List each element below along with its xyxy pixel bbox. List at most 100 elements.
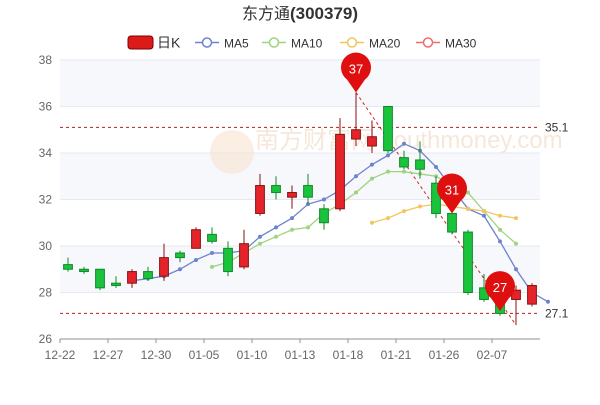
- candle: [351, 92, 361, 147]
- candle: [207, 227, 217, 244]
- series-point-ma20: [402, 209, 406, 214]
- x-tick-label: 01-05: [189, 348, 220, 362]
- candle: [287, 185, 297, 209]
- grid: [60, 59, 540, 340]
- legend-label: MA30: [445, 37, 477, 51]
- series-point-ma10: [402, 169, 406, 174]
- candle: [79, 266, 89, 274]
- candle-body: [463, 231, 473, 294]
- series-point-ma20: [386, 216, 390, 221]
- candle: [271, 176, 281, 200]
- legend-item-ma10[interactable]: MA10: [262, 37, 323, 51]
- candle-body: [383, 106, 393, 152]
- candle: [127, 269, 137, 288]
- grid-band: [60, 246, 540, 293]
- series-point-ma20: [466, 206, 470, 211]
- series-point-ma5: [514, 267, 518, 272]
- y-tick-label: 28: [39, 286, 53, 300]
- candle: [527, 283, 537, 307]
- candle-body: [223, 247, 233, 273]
- x-tick-label: 02-07: [477, 348, 508, 362]
- y-axis: 26 28 30 32 34 36 38: [39, 53, 53, 346]
- candle: [383, 106, 393, 153]
- candle-body: [191, 229, 201, 249]
- price-marker-label: 31: [445, 182, 459, 197]
- legend-item-日k[interactable]: 日K: [127, 35, 181, 51]
- watermark: 南方财富网 southmoney.com: [210, 127, 563, 174]
- legend-item-ma20[interactable]: MA20: [340, 37, 401, 51]
- price-marker-label: 37: [349, 62, 363, 77]
- title-name: 东方通: [242, 5, 290, 23]
- candle-body: [351, 129, 361, 140]
- x-tick-label: 12-22: [45, 348, 76, 362]
- candle-body: [95, 268, 105, 289]
- candle-body: [367, 136, 377, 147]
- candle: [111, 276, 121, 288]
- series-point-ma5: [194, 257, 198, 262]
- series-point-ma10: [466, 190, 470, 195]
- candle: [191, 227, 201, 249]
- candle-body: [399, 157, 409, 168]
- price-marker-label: 27: [493, 280, 507, 295]
- legend-swatch-dot: [268, 37, 280, 48]
- candle: [159, 243, 169, 281]
- series-point-ma5: [322, 197, 326, 202]
- series-point-ma10: [514, 241, 518, 246]
- series-point-ma5: [402, 141, 406, 146]
- series-point-ma20: [498, 213, 502, 218]
- series-point-ma10: [370, 176, 374, 181]
- price-marker-pin: [437, 173, 468, 214]
- y-tick-label: 32: [39, 193, 53, 207]
- series-point-ma5: [178, 267, 182, 272]
- legend: 日K MA5 MA10 MA20 MA30: [127, 35, 477, 51]
- series-point-ma10: [386, 169, 390, 174]
- candle: [143, 266, 153, 281]
- series-point-ma5: [290, 216, 294, 221]
- x-tick-label: 01-13: [285, 348, 316, 362]
- series-point-ma5: [498, 239, 502, 244]
- series-point-ma10: [354, 190, 358, 195]
- y-tick-label: 30: [39, 239, 53, 253]
- candle-body: [143, 271, 153, 280]
- candle: [303, 173, 313, 205]
- series-point-ma5: [434, 164, 438, 169]
- x-tick-label: 01-10: [237, 348, 268, 362]
- series-point-ma10: [306, 225, 310, 230]
- legend-item-ma30[interactable]: MA30: [416, 37, 477, 51]
- candle: [223, 241, 233, 277]
- series-point-ma5: [354, 174, 358, 179]
- series-line-ma20: [371, 203, 517, 224]
- series-point-ma20: [482, 209, 486, 214]
- series-point-ma10: [274, 234, 278, 239]
- legend-swatch-candle: [127, 35, 154, 50]
- series-point-ma10: [210, 264, 214, 269]
- price-marker: 37: [341, 52, 371, 93]
- price-marker: 27: [485, 271, 516, 312]
- series-point-ma20: [418, 204, 422, 209]
- y-tick-label: 38: [39, 53, 53, 67]
- candle: [399, 150, 409, 170]
- plot-area: 35.1 27.1 37 31 27: [60, 52, 569, 326]
- candle: [95, 268, 105, 291]
- title-code: (300379): [290, 4, 358, 23]
- candle-body: [255, 185, 265, 214]
- series-point-ma5: [274, 225, 278, 230]
- x-axis: 12-22 12-27 12-30 01-05 01-10 01-13 01-18 01-21…: [45, 338, 540, 362]
- x-tick-label: 01-18: [333, 348, 364, 362]
- candle-body: [239, 243, 249, 268]
- legend-item-ma5[interactable]: MA5: [195, 37, 249, 51]
- series-point-ma20: [514, 216, 518, 221]
- legend-label: MA20: [369, 37, 401, 51]
- series-point-ma5: [546, 299, 550, 304]
- candle-body: [303, 185, 313, 198]
- candle-body: [431, 182, 441, 214]
- series-point-ma5: [370, 162, 374, 167]
- reference-label: 35.1: [545, 120, 569, 134]
- candle: [175, 250, 185, 263]
- candle-body: [319, 208, 329, 224]
- candle: [319, 204, 329, 230]
- x-tick-label: 01-21: [381, 348, 412, 362]
- candle: [367, 120, 377, 153]
- legend-label: MA5: [224, 37, 249, 51]
- watermark-text: 南方财富网 southmoney.com: [255, 127, 563, 154]
